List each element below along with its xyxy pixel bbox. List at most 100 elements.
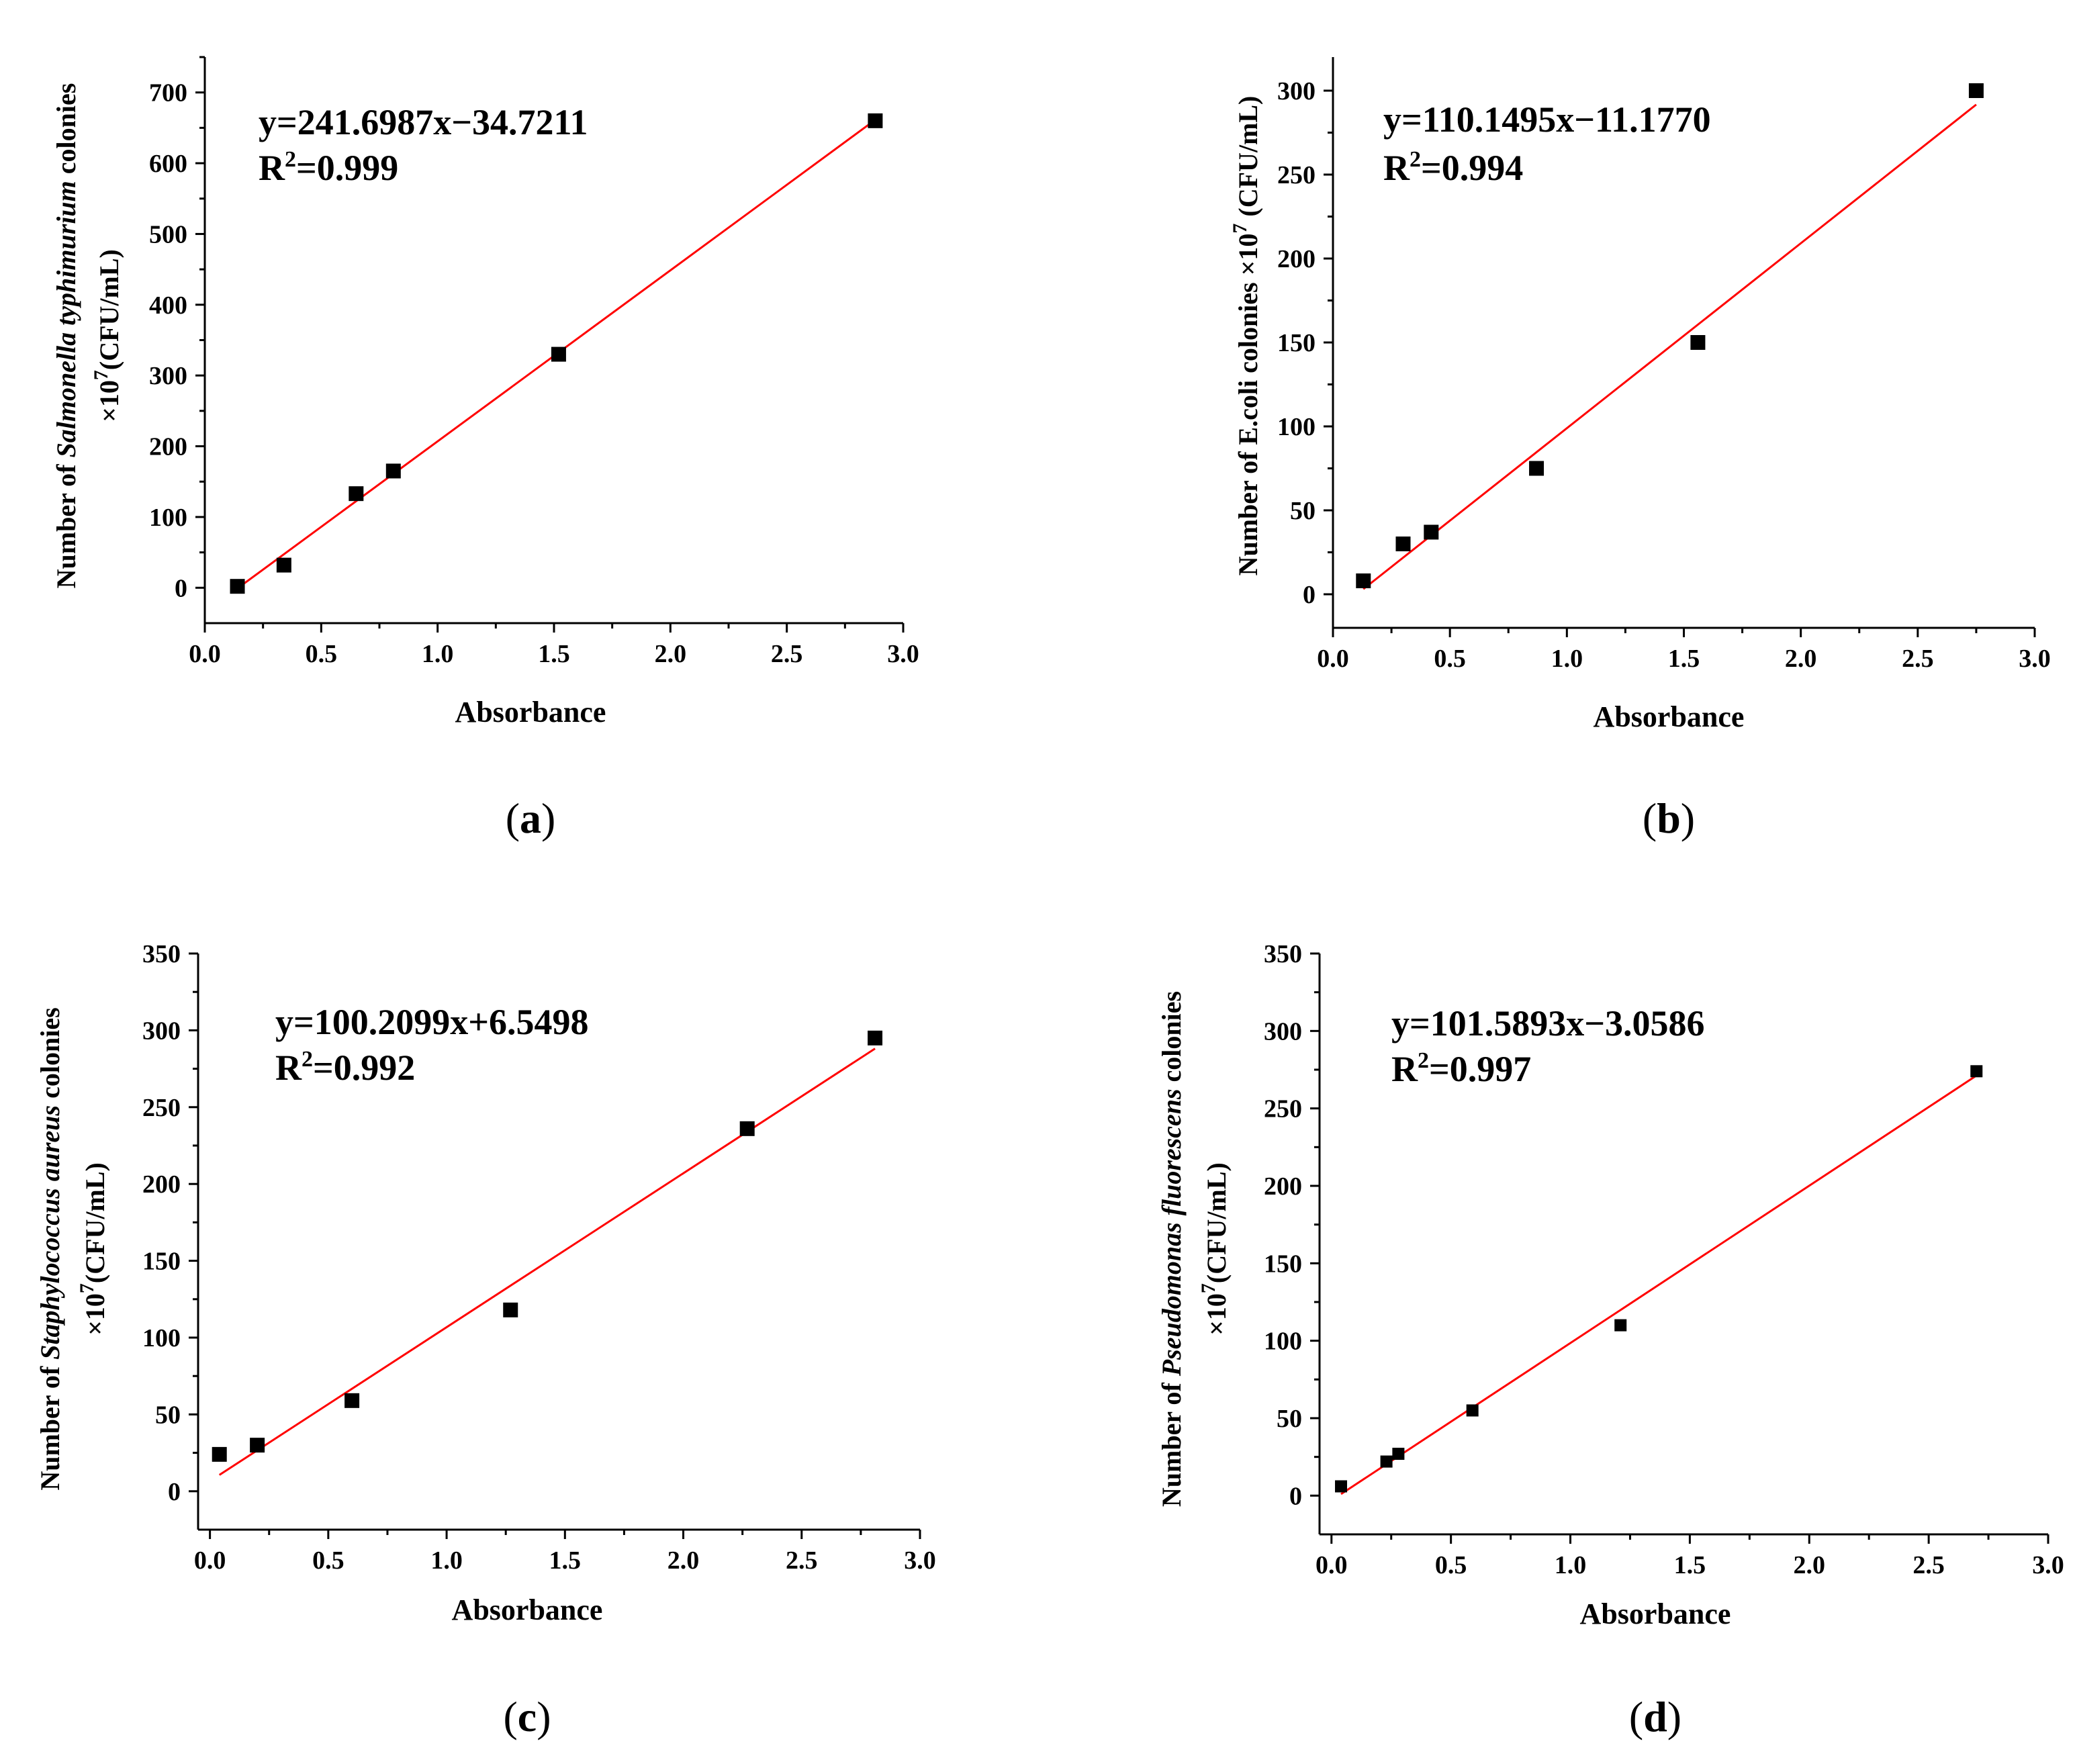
equation-b: y=110.1495x−11.1770 [1383, 99, 1711, 140]
x-tick-label-c: 0.0 [194, 1546, 226, 1575]
plot-area-b: 0.0 0.5 1.0 1.5 2.0 2.5 3.0 0 50 100 150 200 250 300 [1277, 57, 2051, 673]
plot-area-a: 0.0 0.5 1.0 1.5 2.0 2.5 3.0 0 100 200 300 400 500 600… [149, 56, 919, 668]
equation-c: y=100.2099x+6.5498 [275, 1002, 589, 1042]
x-tick-label-b: 1.0 [1551, 645, 1583, 673]
x-tick-label-c: 1.5 [549, 1546, 582, 1575]
y-tick-label-a: 600 [149, 150, 187, 178]
x-tick-label-b: 2.0 [1785, 645, 1817, 673]
data-point-b [1968, 83, 1984, 98]
y-tick-label-a: 400 [149, 291, 187, 320]
data-point-a [868, 113, 883, 128]
data-point-d [1392, 1448, 1405, 1460]
y-tick-label-d: 200 [1264, 1172, 1302, 1201]
data-point-d [1614, 1319, 1627, 1332]
y-tick-label-c: 300 [142, 1017, 181, 1045]
data-point-a [276, 557, 291, 573]
y-tick-label-c: 250 [142, 1094, 181, 1122]
x-tick-label-a: 2.0 [655, 640, 687, 668]
y-axis-title-b: Number of E.coli colonies ×107 (CFU/mL) [1229, 96, 1263, 576]
data-point-b [1395, 537, 1411, 551]
x-tick-label-d: 3.0 [2032, 1551, 2064, 1579]
equation-a: y=241.6987x−34.7211 [259, 102, 588, 142]
y-tick-label-b: 150 [1277, 329, 1316, 357]
r-squared-a: R2=0.999 [259, 147, 398, 188]
y-axis-unit-c: ×107(CFU/mL) [76, 1162, 110, 1336]
x-axis-title-a: Absorbance [455, 696, 606, 729]
y-tick-label-c: 150 [142, 1248, 181, 1276]
y-tick-label-b: 0 [1303, 581, 1316, 609]
panel-label-d: (d) [1629, 1693, 1681, 1740]
plot-area-c: 0.0 0.5 1.0 1.5 2.0 2.5 3.0 0 50 100 150 200 250 300 3… [142, 940, 936, 1575]
x-tick-label-d: 2.5 [1912, 1551, 1945, 1579]
y-tick-label-a: 700 [149, 79, 187, 107]
data-point-b [1424, 524, 1439, 540]
panel-label-a: (a) [506, 794, 556, 842]
x-tick-label-d: 0.5 [1435, 1551, 1467, 1579]
y-tick-label-a: 100 [149, 504, 187, 532]
x-tick-label-c: 2.5 [786, 1546, 818, 1575]
y-tick-label-d: 250 [1264, 1095, 1302, 1123]
x-tick-label-b: 1.5 [1668, 645, 1700, 673]
x-tick-label-a: 3.0 [887, 640, 919, 668]
y-tick-label-b: 50 [1290, 497, 1316, 525]
y-tick-label-b: 300 [1277, 77, 1316, 105]
x-tick-label-d: 2.0 [1794, 1551, 1826, 1579]
x-tick-label-a: 2.5 [771, 640, 803, 668]
x-tick-label-c: 2.0 [667, 1546, 700, 1575]
x-tick-label-c: 3.0 [904, 1546, 936, 1575]
x-tick-label-a: 1.0 [422, 640, 454, 668]
y-tick-label-c: 0 [168, 1478, 181, 1506]
chart-panel-c: 0.0 0.5 1.0 1.5 2.0 2.5 3.0 0 50 100 150 200 250 300 3… [35, 940, 936, 1740]
r-squared-d: R2=0.997 [1391, 1048, 1531, 1089]
y-tick-label-a: 300 [149, 362, 187, 390]
y-tick-label-a: 0 [175, 574, 187, 602]
data-point-b [1529, 461, 1544, 476]
data-point-d [1335, 1480, 1348, 1493]
chart-panel-a: 0.0 0.5 1.0 1.5 2.0 2.5 3.0 0 100 200 300 400 500 600… [51, 56, 919, 842]
y-axis-title-d: Number of Pseudomonas fluorescens coloni… [1156, 991, 1187, 1507]
y-tick-label-d: 350 [1264, 940, 1302, 968]
y-tick-label-a: 200 [149, 433, 187, 461]
y-tick-label-d: 100 [1264, 1328, 1302, 1356]
x-tick-label-d: 1.0 [1555, 1551, 1587, 1579]
y-tick-label-c: 350 [142, 940, 181, 968]
x-tick-label-d: 1.5 [1674, 1551, 1706, 1579]
y-tick-label-d: 50 [1277, 1405, 1302, 1433]
x-tick-label-a: 0.0 [189, 640, 221, 668]
y-tick-label-d: 300 [1264, 1017, 1302, 1046]
y-tick-label-c: 100 [142, 1324, 181, 1352]
y-tick-label-d: 150 [1264, 1250, 1302, 1278]
x-tick-label-c: 0.5 [312, 1546, 344, 1575]
chart-panel-d: 0.0 0.5 1.0 1.5 2.0 2.5 3.0 0 50 100 150 200 250 300 3… [1156, 940, 2064, 1740]
y-tick-label-b: 100 [1277, 413, 1316, 441]
data-point-a [349, 486, 364, 502]
data-point-d [1970, 1065, 1983, 1078]
r-squared-b: R2=0.994 [1383, 147, 1523, 188]
fit-line-d [1340, 1074, 1978, 1495]
x-tick-label-b: 2.5 [1902, 645, 1934, 673]
data-point-c [503, 1302, 518, 1317]
panel-label-b: (b) [1643, 794, 1695, 842]
y-axis-title-c: Number of Staphylococcus aureus colonies [35, 1007, 65, 1490]
equation-d: y=101.5893x−3.0586 [1391, 1003, 1705, 1043]
data-point-a [230, 579, 245, 594]
data-point-d [1380, 1455, 1393, 1468]
panel-label-c: (c) [503, 1693, 551, 1740]
y-tick-label-b: 200 [1277, 245, 1316, 273]
data-point-b [1356, 573, 1371, 588]
data-point-c [739, 1121, 755, 1136]
y-axis-unit-a: ×107(CFU/mL) [90, 249, 124, 422]
x-axis-title-d: Absorbance [1580, 1597, 1731, 1630]
data-point-c [868, 1030, 883, 1046]
x-tick-label-b: 0.5 [1434, 645, 1466, 673]
y-tick-label-c: 50 [155, 1401, 181, 1429]
x-tick-label-a: 1.5 [538, 640, 570, 668]
y-tick-label-d: 0 [1289, 1482, 1302, 1510]
x-tick-label-d: 0.0 [1316, 1551, 1348, 1579]
x-axis-title-c: Absorbance [452, 1593, 603, 1626]
chart-panel-b: 0.0 0.5 1.0 1.5 2.0 2.5 3.0050100150200250300 … [1229, 57, 2051, 842]
x-axis-title-b: Absorbance [1594, 700, 1745, 733]
data-point-c [212, 1446, 227, 1462]
data-point-a [385, 463, 401, 479]
